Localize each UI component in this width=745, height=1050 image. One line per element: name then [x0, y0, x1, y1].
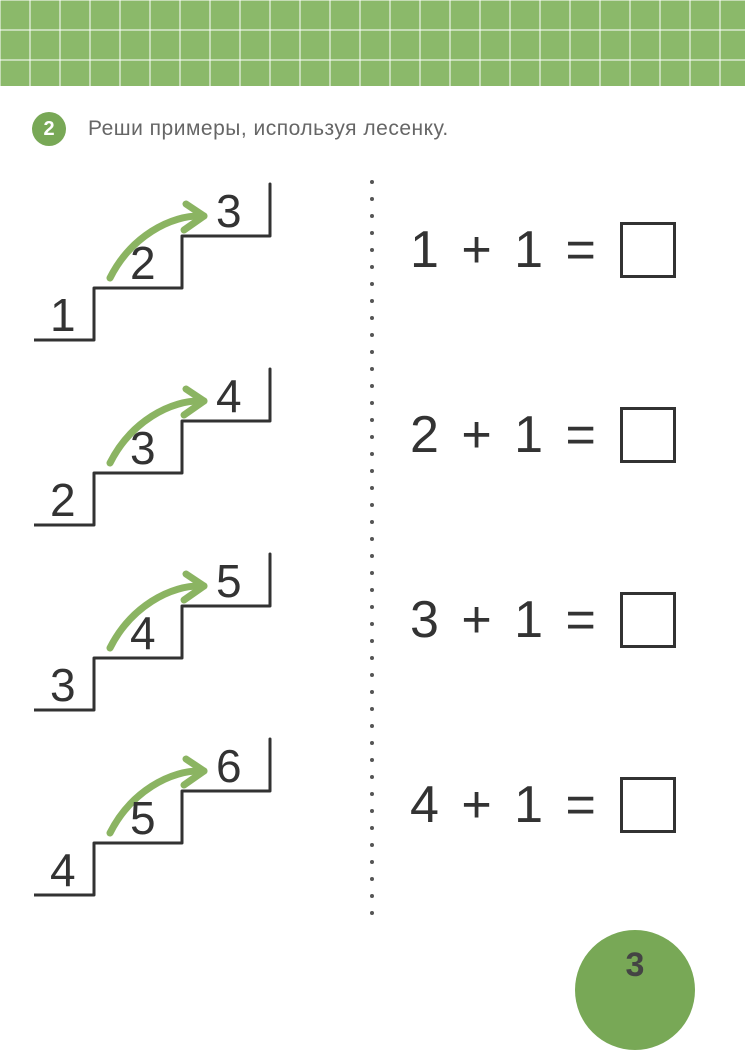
stair-step-number: 4	[216, 369, 242, 423]
stair-step-number: 2	[50, 473, 76, 527]
stair-step-number: 3	[50, 658, 76, 712]
equation-text: 3 + 1 =	[410, 590, 600, 650]
equation-3: 3 + 1 =	[410, 590, 720, 650]
page-number: 3	[626, 946, 645, 985]
stair-step-number: 5	[130, 791, 156, 845]
vertical-dotted-divider	[370, 180, 374, 910]
stair-step-number: 6	[216, 739, 242, 793]
stair-step-number: 3	[216, 184, 242, 238]
page-number-badge: 3	[575, 930, 695, 1050]
answer-box[interactable]	[620, 222, 676, 278]
task-instruction: Реши примеры, используя лесенку.	[88, 117, 449, 141]
task-row: 2 Реши примеры, используя лесенку.	[32, 112, 745, 146]
equation-text: 2 + 1 =	[410, 405, 600, 465]
stair-step-number: 4	[50, 843, 76, 897]
stair-diagram-4: 45 6	[34, 735, 314, 905]
stair-step-number: 3	[130, 421, 156, 475]
stair-step-number: 1	[50, 288, 76, 342]
equation-text: 1 + 1 =	[410, 220, 600, 280]
answer-box[interactable]	[620, 777, 676, 833]
stair-diagram-2: 23 4	[34, 365, 314, 535]
equation-2: 2 + 1 =	[410, 405, 720, 465]
stair-step-number: 2	[130, 236, 156, 290]
stair-diagram-3: 34 5	[34, 550, 314, 720]
answer-box[interactable]	[620, 407, 676, 463]
answer-box[interactable]	[620, 592, 676, 648]
stair-step-number: 5	[216, 554, 242, 608]
equation-1: 1 + 1 =	[410, 220, 720, 280]
stair-step-number: 4	[130, 606, 156, 660]
task-number-badge: 2	[32, 112, 66, 146]
equation-4: 4 + 1 =	[410, 775, 720, 835]
header-grid-pattern	[0, 0, 745, 86]
stair-diagram-1: 12 3	[34, 180, 314, 350]
equation-text: 4 + 1 =	[410, 775, 600, 835]
